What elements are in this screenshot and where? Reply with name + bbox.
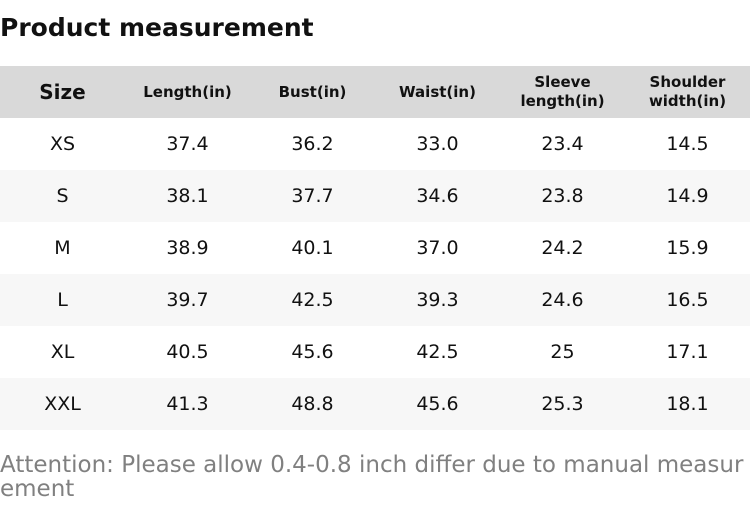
table-row: L 39.7 42.5 39.3 24.6 16.5 (0, 274, 750, 326)
column-header: Length(in) (125, 66, 250, 118)
table-cell: 40.1 (291, 237, 334, 259)
table-cell: 48.8 (250, 378, 375, 430)
table-cell: 42.5 (416, 341, 459, 363)
table-cell: 45.6 (291, 341, 334, 363)
table-cell: 40.5 (166, 341, 209, 363)
table-cell: 37.0 (416, 237, 459, 259)
table-cell: 45.6 (375, 378, 500, 430)
column-header: Size (0, 66, 125, 118)
table-cell: S (0, 170, 125, 222)
table-row: XS 37.4 36.2 33.0 23.4 14.5 (0, 118, 750, 170)
table-cell: 41.3 (125, 378, 250, 430)
table-cell: 17.1 (666, 341, 709, 363)
table-cell: 34.6 (375, 170, 500, 222)
table-cell: 36.2 (291, 133, 334, 155)
table-cell: 37.4 (166, 133, 209, 155)
table-cell: 16.5 (625, 274, 750, 326)
table-cell: 24.6 (500, 274, 625, 326)
column-header: Sleeve length(in) (500, 66, 625, 118)
table-cell: 39.7 (125, 274, 250, 326)
table-cell: 33.0 (416, 133, 459, 155)
table-cell: 38.1 (125, 170, 250, 222)
table-cell: 15.9 (666, 237, 709, 259)
table-row: M 38.9 40.1 37.0 24.2 15.9 (0, 222, 750, 274)
table-cell: M (54, 237, 71, 259)
note: Attention: Please allow 0.4-0.8 inch dif… (0, 452, 744, 502)
table-body: XS 37.4 36.2 33.0 23.4 14.5 S 38.1 37.7 34.6 23.8 1… (0, 118, 750, 430)
table-row: XXL 41.3 48.8 45.6 25.3 18.1 (0, 378, 750, 430)
table-cell: 23.8 (500, 170, 625, 222)
table-cell: XS (49, 133, 76, 155)
column-header: Waist(in) (375, 66, 500, 118)
size-table: Size Length(in) Bust(in) Waist(in) Sleeve le… (0, 66, 750, 430)
table-cell: 25 (550, 341, 575, 363)
table-cell: 24.2 (541, 237, 584, 259)
table-cell: 14.5 (666, 133, 709, 155)
title: Product measurement (0, 13, 314, 42)
table-cell: 25.3 (500, 378, 625, 430)
table-cell: 23.4 (541, 133, 584, 155)
table-cell: 18.1 (625, 378, 750, 430)
column-header: Shoulder width(in) (625, 66, 750, 118)
table-row: XL 40.5 45.6 42.5 25 17.1 (0, 326, 750, 378)
table-cell: 42.5 (250, 274, 375, 326)
table-cell: 39.3 (375, 274, 500, 326)
column-header: Bust(in) (250, 66, 375, 118)
table-cell: 14.9 (625, 170, 750, 222)
table-cell: XL (50, 341, 75, 363)
table-cell: 37.7 (250, 170, 375, 222)
table-cell: L (0, 274, 125, 326)
header-row: Size Length(in) Bust(in) Waist(in) Sleeve le… (0, 66, 750, 118)
table-cell: XXL (0, 378, 125, 430)
table-cell: 38.9 (166, 237, 209, 259)
table-row: S 38.1 37.7 34.6 23.8 14.9 (0, 170, 750, 222)
